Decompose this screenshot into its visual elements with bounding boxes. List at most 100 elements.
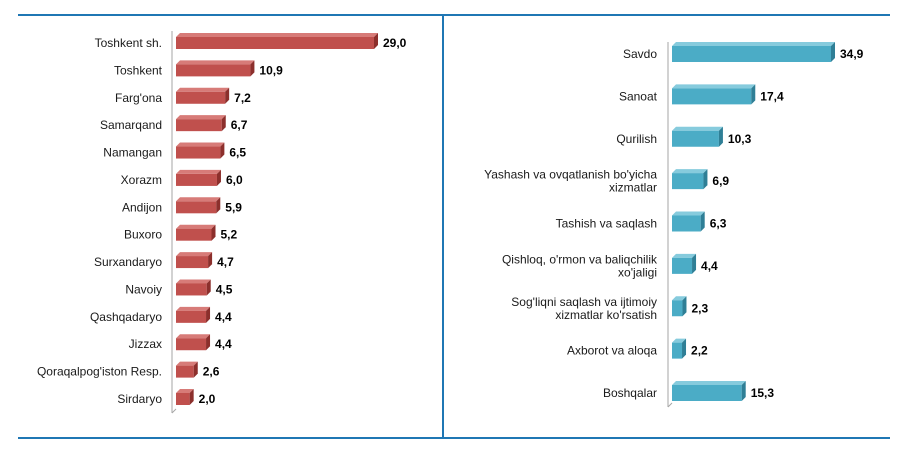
- bar-front-face: [672, 215, 701, 232]
- bar-side-face: [221, 115, 226, 132]
- bar-top-face: [176, 279, 211, 284]
- bar-top-face: [176, 334, 211, 339]
- value-label: 2,3: [691, 301, 708, 315]
- bar-right-7: [672, 338, 687, 359]
- bar-front-face: [176, 146, 221, 159]
- axis-corner-line: [667, 402, 673, 408]
- bar-side-face: [682, 338, 687, 359]
- bar-top-face: [176, 142, 225, 147]
- bar-top-face: [672, 253, 697, 258]
- bar-front-face: [672, 257, 693, 274]
- bar-front-face: [176, 91, 226, 104]
- bar-left-11: [176, 334, 211, 351]
- bar-side-face: [189, 389, 194, 405]
- category-label: Tashish va saqlash: [556, 217, 657, 231]
- bar-front-face: [176, 338, 207, 351]
- bar-top-face: [672, 381, 746, 385]
- bar-top-face: [672, 84, 756, 89]
- bar-side-face: [718, 126, 723, 147]
- axis-corner-line: [171, 408, 177, 414]
- value-label: 4,5: [216, 282, 233, 296]
- bar-front-face: [176, 256, 209, 269]
- bar-top-face: [176, 60, 255, 65]
- category-label: Andijon: [122, 200, 162, 214]
- bar-right-5: [672, 253, 697, 274]
- sectors-bar-chart: 34,9 Savdo 17,4 Sanoat 10,3 Qurilish 6,9 Yashas…: [484, 42, 864, 408]
- bar-front-face: [672, 130, 719, 147]
- bar-side-face: [700, 211, 705, 232]
- bar-front-face: [672, 300, 683, 317]
- category-label: Xorazm: [121, 173, 162, 187]
- value-label: 29,0: [383, 36, 407, 50]
- value-label: 2,2: [691, 344, 708, 358]
- bar-right-4: [672, 211, 705, 232]
- category-label: Qashqadaryo: [90, 310, 162, 324]
- value-label: 2,0: [199, 392, 216, 406]
- bar-side-face: [216, 169, 221, 186]
- value-label: 6,0: [226, 173, 243, 187]
- bar-top-face: [672, 169, 708, 174]
- category-label: Savdo: [623, 47, 657, 61]
- value-label: 17,4: [760, 89, 784, 103]
- value-label: 4,4: [215, 337, 232, 351]
- bar-front-face: [176, 393, 190, 405]
- bar-left-5: [176, 169, 221, 186]
- value-label: 4,7: [217, 255, 234, 269]
- bar-left-13: [176, 389, 194, 405]
- bar-front-face: [672, 88, 752, 105]
- bar-left-2: [176, 87, 230, 104]
- bar-top-face: [176, 224, 216, 229]
- bar-top-face: [176, 33, 378, 37]
- value-label: 4,4: [215, 310, 232, 324]
- category-label: Toshkent sh.: [95, 36, 162, 50]
- bar-right-1: [672, 84, 756, 105]
- bar-right-6: [672, 296, 687, 317]
- category-label: Sanoat: [619, 89, 658, 103]
- bar-front-face: [176, 283, 207, 296]
- bar-left-7: [176, 224, 216, 241]
- value-label: 15,3: [751, 386, 775, 400]
- value-label: 10,3: [728, 132, 752, 146]
- bar-side-face: [211, 224, 216, 241]
- bar-left-3: [176, 115, 226, 132]
- bar-side-face: [831, 42, 835, 62]
- value-label: 6,3: [710, 217, 727, 231]
- bar-top-face: [672, 126, 723, 131]
- bar-side-face: [692, 253, 697, 274]
- bar-top-face: [672, 338, 687, 343]
- category-label: Navoiy: [125, 282, 162, 296]
- bar-left-1: [176, 60, 255, 77]
- bar-side-face: [682, 296, 687, 317]
- category-label: Namangan: [103, 146, 162, 160]
- category-label: Buxoro: [124, 228, 162, 242]
- category-label: Jizzax: [129, 337, 162, 351]
- bar-top-face: [176, 389, 194, 393]
- bar-left-9: [176, 279, 211, 296]
- bar-front-face: [176, 64, 251, 77]
- value-label: 2,6: [203, 365, 220, 379]
- bar-side-face: [206, 306, 211, 323]
- bar-front-face: [176, 310, 207, 323]
- bar-front-face: [176, 119, 222, 132]
- bar-front-face: [672, 173, 704, 190]
- bar-side-face: [741, 381, 746, 401]
- bar-left-0: [176, 33, 378, 49]
- category-label: Surxandaryo: [94, 255, 162, 269]
- bar-side-face: [193, 361, 198, 378]
- bar-front-face: [672, 342, 683, 359]
- category-label: Qurilish: [616, 132, 657, 146]
- bar-top-face: [672, 296, 687, 301]
- category-label: Yashash va ovqatlanish bo'yicha xizmatlar: [484, 168, 657, 195]
- category-label: Sirdaryo: [117, 392, 162, 406]
- bar-front-face: [672, 46, 831, 62]
- bar-front-face: [176, 37, 374, 49]
- regions-bar-chart: 29,0 Toshkent sh. 10,9 Toshkent 7,2 Farg'ona 6…: [37, 31, 407, 414]
- bar-side-face: [216, 197, 221, 214]
- category-label: Qoraqalpog'iston Resp.: [37, 365, 162, 379]
- bar-left-10: [176, 306, 211, 323]
- category-label: Sog'liqni saqlash va ijtimoiy xizmatlar k…: [511, 295, 657, 322]
- bar-top-face: [176, 361, 198, 366]
- bar-top-face: [672, 42, 835, 46]
- value-label: 6,7: [231, 118, 248, 132]
- bar-side-face: [206, 334, 211, 351]
